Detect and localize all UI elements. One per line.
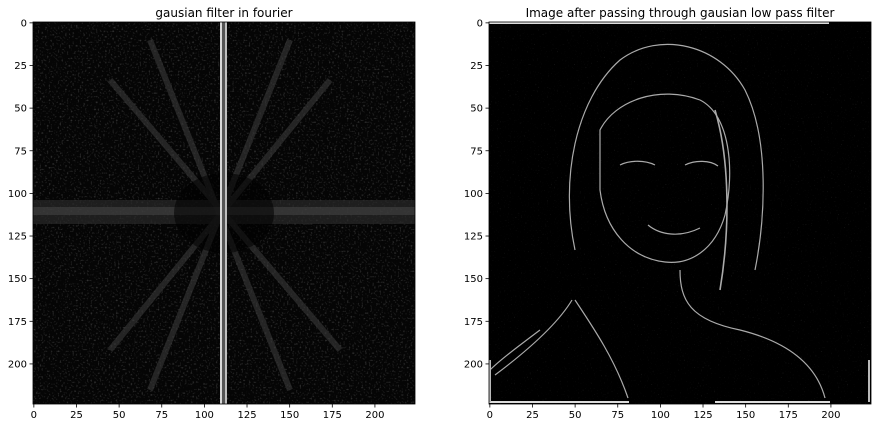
fourier-y-tick-label: 150 [8, 274, 27, 285]
fourier-y-tick-label: 175 [8, 317, 27, 328]
filtered-x-tick-label: 200 [821, 410, 840, 421]
fourier-x-ticks: 0 25 50 75 100 125 150 175 200 [31, 404, 384, 421]
filtered-x-tick-label: 125 [693, 410, 712, 421]
fourier-title: gausian filter in fourier [155, 6, 292, 20]
filtered-panel: Image after passing through gausian low … [464, 6, 872, 421]
filtered-y-tick-label: 25 [470, 61, 483, 72]
filtered-frame [488, 21, 872, 405]
fourier-y-tick-label: 25 [14, 61, 27, 72]
fourier-x-tick-label: 150 [280, 410, 299, 421]
fourier-x-tick-label: 50 [113, 410, 126, 421]
fourier-x-tick-label: 125 [237, 410, 256, 421]
fourier-x-tick-label: 100 [195, 410, 214, 421]
filtered-y-tick-label: 150 [464, 274, 483, 285]
fourier-x-tick-label: 200 [365, 410, 384, 421]
fourier-y-tick-label: 50 [14, 104, 27, 115]
filtered-image [489, 22, 871, 404]
filtered-y-tick-label: 0 [477, 18, 483, 29]
filtered-title: Image after passing through gausian low … [526, 6, 835, 20]
fourier-x-tick-label: 25 [70, 410, 83, 421]
filtered-y-tick-label: 175 [464, 317, 483, 328]
fourier-y-tick-label: 200 [8, 359, 27, 370]
filtered-y-ticks: 0 25 50 75 100 125 150 175 200 [464, 18, 489, 370]
filtered-y-tick-label: 125 [464, 232, 483, 243]
filtered-x-ticks: 0 25 50 75 100 125 150 175 200 [487, 404, 840, 421]
filtered-y-tick-label: 100 [464, 189, 483, 200]
fourier-y-tick-label: 75 [14, 146, 27, 157]
fourier-x-tick-label: 0 [31, 410, 37, 421]
filtered-x-tick-label: 25 [526, 410, 539, 421]
filtered-y-tick-label: 75 [470, 146, 483, 157]
filtered-y-tick-label: 50 [470, 104, 483, 115]
fourier-y-tick-label: 0 [21, 18, 27, 29]
fourier-image [33, 22, 415, 404]
filtered-y-tick-label: 200 [464, 359, 483, 370]
fourier-panel: gausian filter in fourier 0 25 50 75 100 125 1… [8, 6, 416, 421]
filtered-x-tick-label: 75 [611, 410, 624, 421]
filtered-x-tick-label: 100 [651, 410, 670, 421]
fourier-x-tick-label: 175 [323, 410, 342, 421]
filtered-x-tick-label: 50 [569, 410, 582, 421]
fourier-frame [32, 21, 416, 405]
filtered-x-tick-label: 175 [779, 410, 798, 421]
fourier-y-tick-label: 125 [8, 232, 27, 243]
fourier-x-tick-label: 75 [155, 410, 168, 421]
fourier-y-ticks: 0 25 50 75 100 125 150 175 200 [8, 18, 33, 370]
filtered-x-tick-label: 0 [487, 410, 493, 421]
fourier-y-tick-label: 100 [8, 189, 27, 200]
filtered-x-tick-label: 150 [736, 410, 755, 421]
